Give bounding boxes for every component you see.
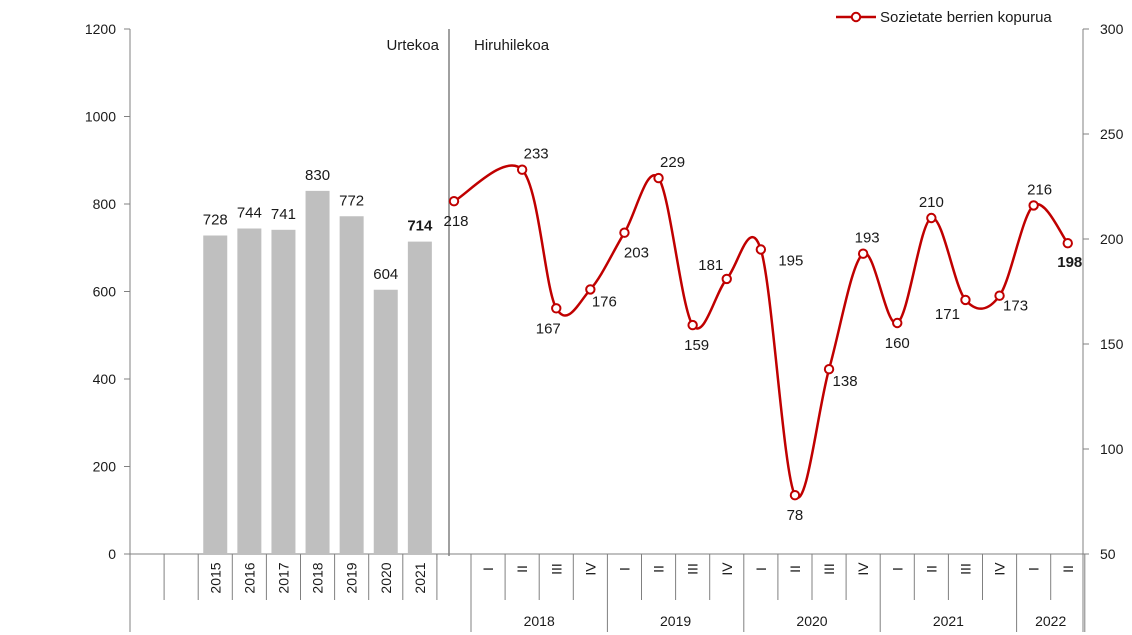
bar-category-label: 2017: [275, 562, 291, 593]
bar-value-label: 714: [407, 218, 433, 235]
bar-2020: [373, 289, 398, 554]
quarter-label: I: [480, 567, 496, 571]
quarter-label: III: [957, 563, 973, 575]
quarter-label: IV: [855, 562, 871, 576]
left-axis-tick-label: 800: [93, 196, 117, 212]
quarter-label: II: [1060, 565, 1076, 573]
point-value-label: 216: [1027, 181, 1052, 198]
point-value-label: 203: [624, 245, 649, 262]
bar-value-label: 604: [373, 266, 398, 283]
legend: Sozietate berrien kopurua: [836, 9, 1052, 26]
series-point: [551, 303, 562, 314]
right-axis-tick-label: 250: [1100, 126, 1124, 142]
quarter-label: III: [685, 563, 701, 575]
point-value-label: 210: [919, 194, 944, 211]
bar-2016: [237, 228, 262, 554]
legend-marker: [850, 11, 862, 23]
quarter-label: I: [1026, 567, 1042, 571]
series-point: [585, 284, 596, 295]
left-axis-tick-label: 1200: [85, 21, 116, 37]
series-point: [687, 319, 698, 331]
point-value-label: 171: [935, 306, 960, 323]
bar-category-label: 2020: [378, 562, 394, 593]
quarter-label: II: [923, 565, 939, 573]
bar-value-label: 772: [339, 192, 364, 209]
quarter-label: I: [616, 567, 632, 571]
quarter-label: IV: [719, 562, 735, 576]
series-point: [994, 290, 1005, 301]
series-point: [755, 244, 767, 255]
right-axis-tick-label: 300: [1100, 21, 1124, 37]
series-point: [892, 317, 903, 329]
quarter-label: III: [821, 563, 837, 575]
section-label-quarterly: Hiruhilekoa: [474, 37, 550, 54]
year-group-label: 2018: [524, 613, 555, 629]
right-axis-tick-label: 150: [1100, 336, 1124, 352]
series-point: [448, 196, 460, 207]
bar-value-label: 741: [271, 206, 296, 223]
point-value-label: 181: [698, 257, 723, 274]
bar-2017: [271, 229, 296, 554]
left-axis-tick-label: 600: [93, 284, 117, 300]
series-point: [653, 172, 664, 184]
point-value-label: 173: [1003, 298, 1028, 315]
point-value-label: 159: [684, 337, 709, 354]
bar-category-label: 2019: [344, 562, 360, 593]
right-axis-tick-label: 100: [1100, 441, 1124, 457]
series-point: [823, 364, 835, 375]
legend-label: Sozietate berrien kopurua: [880, 9, 1052, 26]
series-point: [516, 164, 528, 175]
left-axis-tick-label: 1000: [85, 109, 116, 125]
point-value-label: 198: [1057, 254, 1082, 271]
point-value-label: 78: [787, 507, 804, 524]
year-group-label: 2019: [660, 613, 691, 629]
year-group-label: 2022: [1035, 613, 1066, 629]
point-value-label: 138: [833, 373, 858, 390]
series-point: [1062, 238, 1073, 249]
bar-2015: [203, 235, 228, 554]
section-label-annual: Urtekoa: [386, 37, 439, 54]
quarter-label: III: [548, 563, 564, 575]
bar-2019: [339, 216, 364, 554]
quarter-label: II: [787, 565, 803, 573]
bar-category-label: 2021: [412, 562, 428, 593]
series-point: [789, 490, 801, 501]
series-point: [619, 227, 630, 238]
year-group-label: 2021: [933, 613, 964, 629]
series-point: [721, 273, 732, 285]
right-axis-tick-label: 200: [1100, 231, 1124, 247]
bar-category-label: 2018: [310, 562, 326, 593]
left-axis-tick-label: 200: [93, 459, 117, 475]
right-axis-tick-label: 50: [1100, 546, 1116, 562]
bar-value-label: 830: [305, 167, 330, 184]
series-point: [926, 212, 937, 224]
series-point: [960, 294, 971, 306]
left-axis-tick-label: 0: [108, 546, 116, 562]
bar-value-label: 744: [237, 205, 262, 222]
year-group-label: 2020: [796, 613, 827, 629]
bar-2021: [407, 241, 432, 554]
bar-2018: [305, 190, 330, 554]
point-value-label: 160: [885, 335, 910, 352]
series-point: [1028, 200, 1039, 211]
point-value-label: 218: [443, 213, 468, 230]
quarter-label: I: [889, 567, 905, 571]
quarter-label: IV: [992, 562, 1008, 576]
quarter-label: IV: [582, 562, 598, 576]
point-value-label: 229: [660, 154, 685, 171]
left-axis-tick-label: 400: [93, 371, 117, 387]
quarter-label: I: [753, 567, 769, 571]
point-value-label: 167: [536, 320, 561, 337]
point-value-label: 176: [592, 293, 617, 310]
bar-value-label: 728: [203, 212, 228, 229]
quarter-label: II: [514, 565, 530, 573]
series-point: [857, 248, 869, 259]
bar-category-label: 2015: [207, 562, 223, 593]
point-value-label: 233: [524, 146, 549, 163]
point-value-label: 195: [778, 253, 803, 270]
quarter-label: II: [651, 565, 667, 573]
bar-category-label: 2016: [241, 562, 257, 593]
point-value-label: 193: [855, 230, 880, 247]
